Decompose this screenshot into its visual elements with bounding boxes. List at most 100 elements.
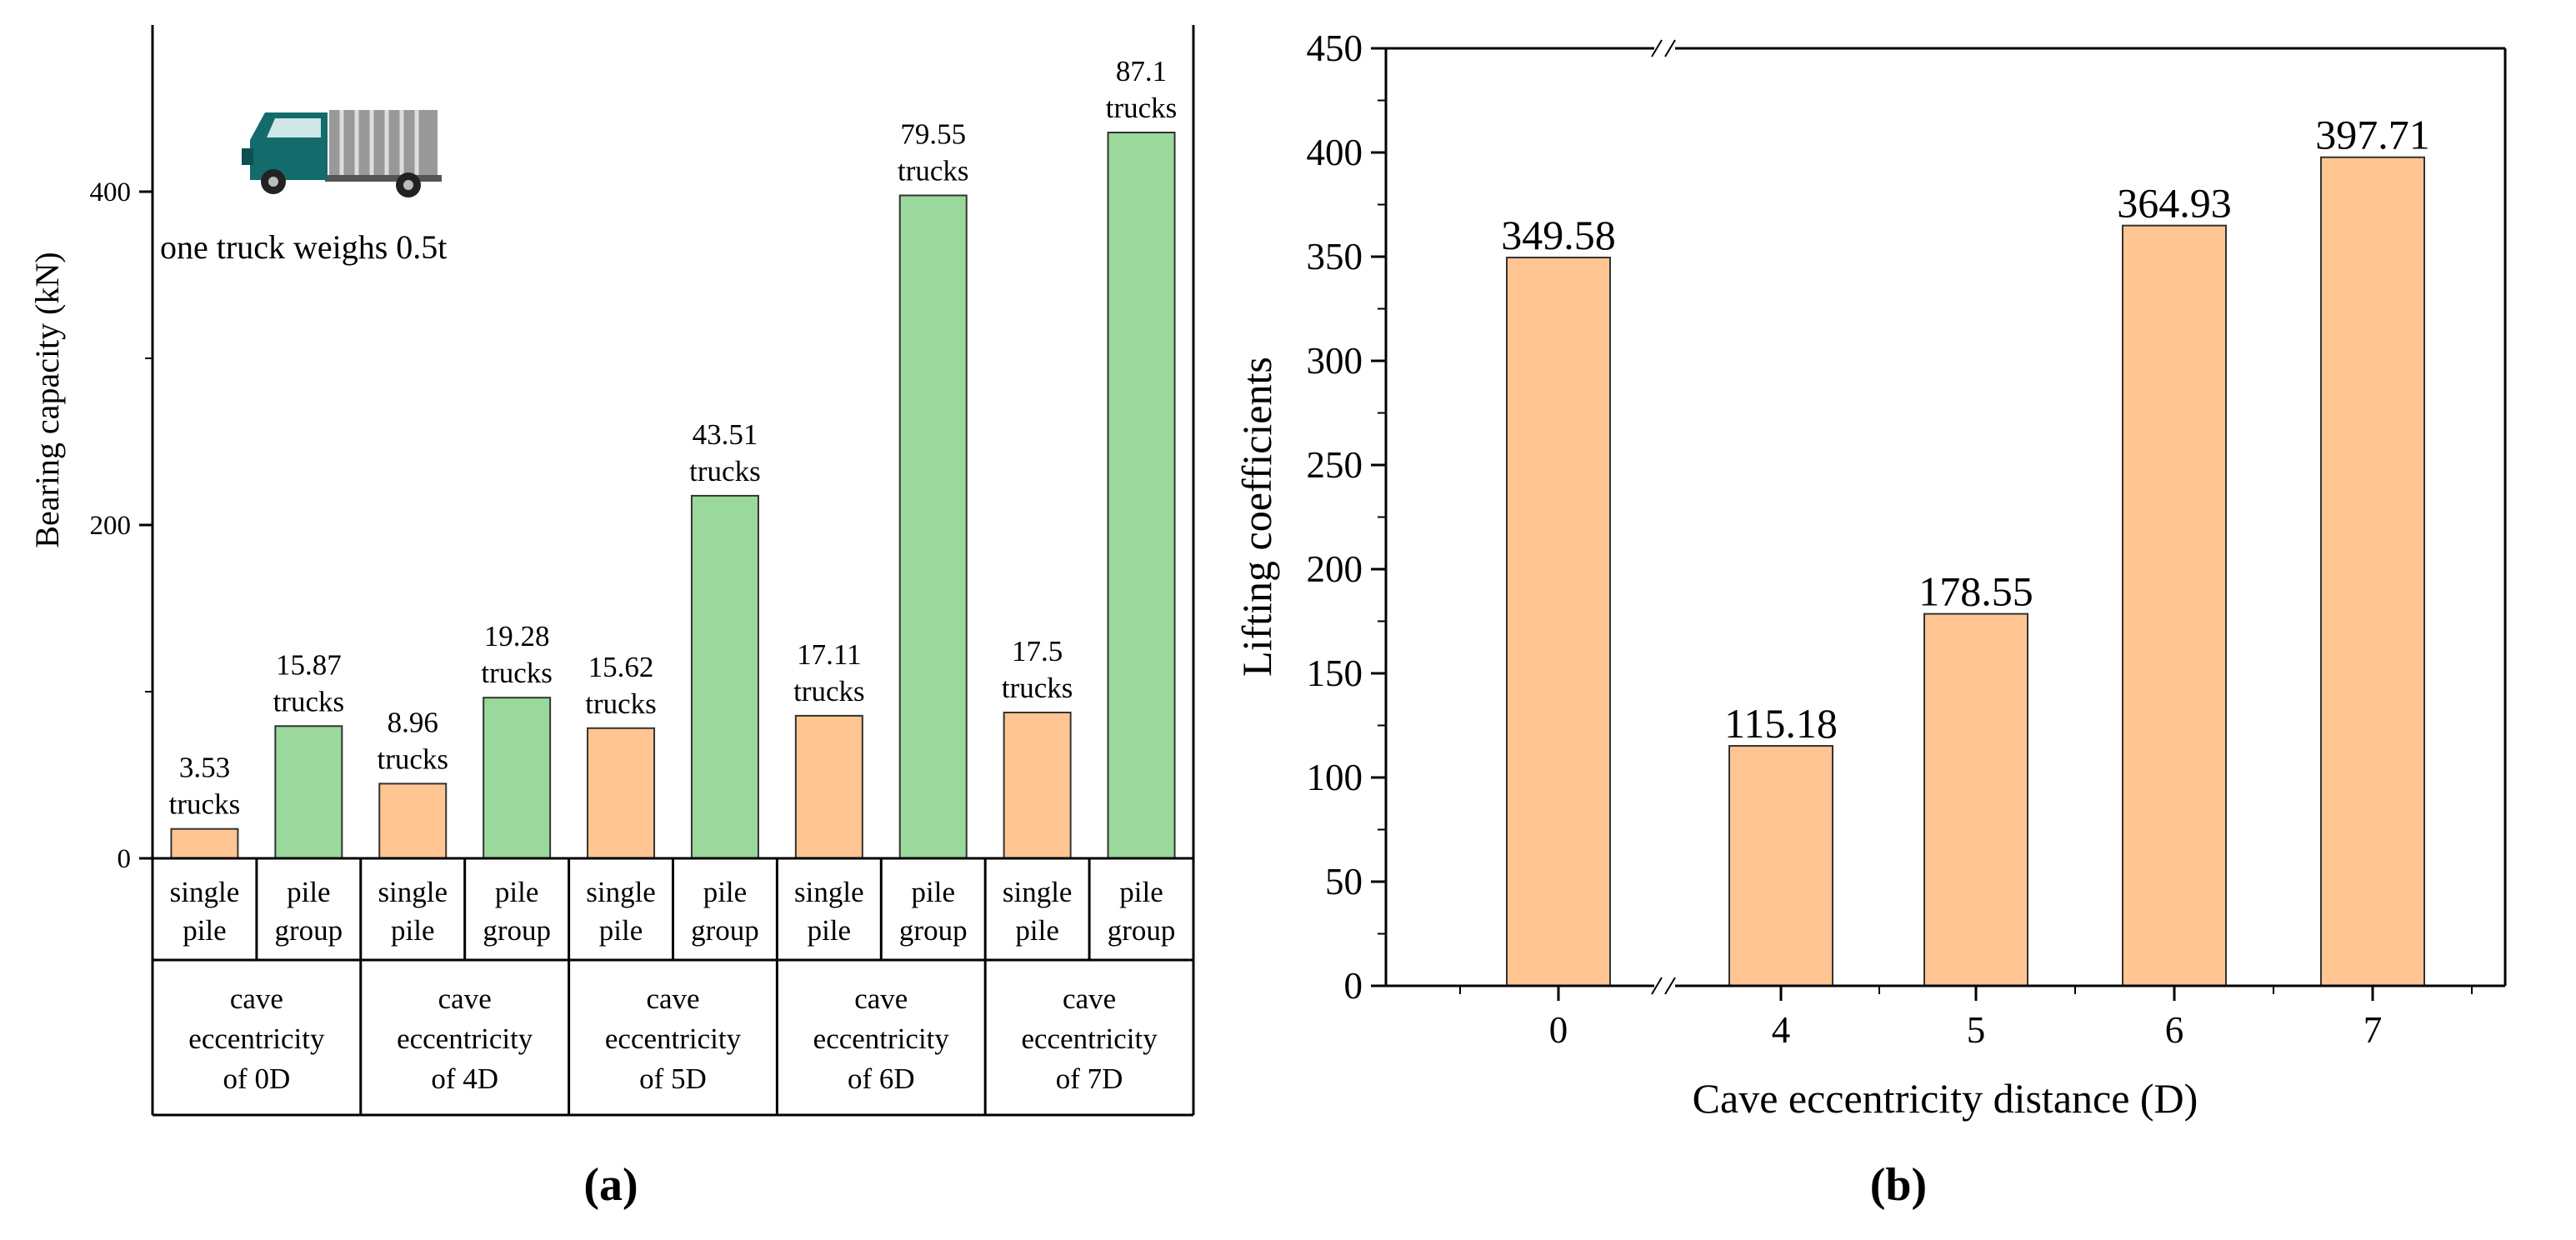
subcategory-label: group bbox=[899, 914, 968, 947]
panel-a-bar-labels: 3.53 trucks 15.87 trucks 8.96 trucks 19.28 truc… bbox=[169, 55, 1178, 821]
group-label: of 5D bbox=[639, 1062, 707, 1095]
group-label: cave bbox=[230, 982, 283, 1015]
panel-b-y-tick-label: 100 bbox=[1307, 757, 1363, 798]
panel-b-y-tick-label: 400 bbox=[1307, 132, 1363, 173]
group-label: eccentricity bbox=[397, 1022, 533, 1055]
subcategory-label: pile bbox=[912, 876, 955, 908]
panel-a-y-axis-label: Bearing capacity (kN) bbox=[28, 252, 66, 548]
panel-a-y-tick-label: 200 bbox=[90, 511, 132, 541]
panel-b-y-tick-label: 0 bbox=[1344, 965, 1363, 1007]
subcategory-label: pile bbox=[703, 876, 747, 908]
bar-single-pile bbox=[378, 782, 448, 860]
bar-value-label: 178.55 bbox=[1918, 568, 2033, 615]
panel-b-y-tick-label: 150 bbox=[1307, 652, 1363, 694]
panel-a-y-ticks: 0 200 400 bbox=[90, 178, 153, 874]
panel-b-y-tick-label: 250 bbox=[1307, 444, 1363, 486]
bar-lifting-coefficient bbox=[1923, 612, 2028, 987]
group-label: of 7D bbox=[1056, 1062, 1123, 1095]
panel-b-x-tick-label: 0 bbox=[1549, 1009, 1568, 1051]
bar-unit-label: trucks bbox=[585, 688, 657, 720]
panel-a-label: (a) bbox=[583, 1159, 638, 1211]
bar-value-label: 3.53 bbox=[179, 752, 230, 784]
bar-value-label: 43.51 bbox=[693, 418, 758, 451]
bar-value-label: 17.11 bbox=[797, 638, 861, 671]
group-label: cave bbox=[1063, 982, 1116, 1015]
panel-a: 3.53 trucks 15.87 trucks 8.96 trucks 19.28 truc… bbox=[28, 25, 1195, 1211]
group-label: eccentricity bbox=[188, 1022, 325, 1055]
subcategory-label: group bbox=[1108, 914, 1176, 947]
panel-b-bar-labels: 349.58 115.18 178.55 364.93 397.71 bbox=[1501, 112, 2430, 747]
bar-unit-label: trucks bbox=[898, 155, 969, 188]
bar-pile-group bbox=[483, 697, 552, 860]
panel-b-y-tick-label: 50 bbox=[1325, 861, 1363, 902]
panel-b-y-tick-label: 450 bbox=[1307, 28, 1363, 69]
panel-b-x-ticks: 0 4 5 6 7 bbox=[1459, 986, 2473, 1051]
group-label: of 6D bbox=[848, 1062, 915, 1095]
group-label: eccentricity bbox=[813, 1022, 950, 1055]
group-label: eccentricity bbox=[605, 1022, 742, 1055]
subcategory-label: pile bbox=[287, 876, 330, 908]
panel-b-x-axis-label: Cave eccentricity distance (D) bbox=[1693, 1075, 2198, 1122]
bar-pile-group bbox=[274, 725, 343, 859]
panel-a-bars bbox=[170, 132, 1176, 860]
bar-single-pile bbox=[170, 828, 239, 860]
group-label: of 0D bbox=[223, 1062, 291, 1095]
bar-value-label: 87.1 bbox=[1116, 55, 1167, 88]
axis-break-bottom bbox=[1651, 977, 1676, 995]
panel-a-y-tick-label: 0 bbox=[118, 844, 132, 874]
bar-value-label: 8.96 bbox=[388, 706, 438, 738]
truck-icon bbox=[242, 110, 442, 198]
bar-unit-label: trucks bbox=[793, 675, 865, 708]
subcategory-label: single bbox=[170, 876, 240, 908]
bar-value-label: 17.5 bbox=[1012, 635, 1063, 668]
axis-break-top bbox=[1651, 39, 1676, 58]
bar-lifting-coefficient bbox=[1506, 257, 1611, 987]
panel-b-y-tick-label: 350 bbox=[1307, 236, 1363, 278]
bar-value-label: 79.55 bbox=[900, 118, 966, 151]
bar-value-label: 364.93 bbox=[2117, 180, 2232, 227]
subcategory-label: pile bbox=[1015, 914, 1058, 947]
panel-b-y-tick-label: 200 bbox=[1307, 548, 1363, 590]
subcategory-label: pile bbox=[808, 914, 851, 947]
group-label: eccentricity bbox=[1021, 1022, 1158, 1055]
subcategory-label: single bbox=[1003, 876, 1073, 908]
subcategory-label: single bbox=[378, 876, 448, 908]
panel-b-label: (b) bbox=[1870, 1159, 1927, 1211]
panel-a-note: one truck weighs 0.5t bbox=[160, 228, 447, 266]
bar-unit-label: trucks bbox=[169, 788, 241, 821]
panel-b-x-tick-label: 4 bbox=[1772, 1009, 1791, 1051]
bar-unit-label: trucks bbox=[1002, 672, 1073, 704]
panel-b-x-tick-label: 5 bbox=[1967, 1009, 1986, 1051]
group-label: cave bbox=[854, 982, 908, 1015]
bar-unit-label: trucks bbox=[481, 657, 553, 689]
bar-unit-label: trucks bbox=[1106, 92, 1178, 124]
bar-value-label: 15.62 bbox=[588, 651, 654, 683]
bar-value-label: 15.87 bbox=[276, 648, 342, 681]
panel-b-y-axis-label: Lifting coefficients bbox=[1233, 357, 1280, 677]
subcategory-label: pile bbox=[599, 914, 643, 947]
bar-lifting-coefficient bbox=[2320, 156, 2425, 988]
panel-b-y-tick-label: 300 bbox=[1307, 340, 1363, 382]
subcategory-label: pile bbox=[495, 876, 538, 908]
bar-value-label: 349.58 bbox=[1501, 212, 1616, 258]
subcategory-label: pile bbox=[391, 914, 434, 947]
subcategory-label: single bbox=[586, 876, 656, 908]
bar-pile-group bbox=[690, 494, 759, 860]
bar-value-label: 19.28 bbox=[484, 620, 550, 652]
bar-single-pile bbox=[794, 714, 863, 860]
bar-pile-group bbox=[898, 194, 968, 859]
panel-b-bars bbox=[1506, 156, 2425, 988]
subcategory-label: pile bbox=[183, 914, 226, 947]
bar-value-label: 115.18 bbox=[1724, 700, 1838, 747]
subcategory-label: pile bbox=[1119, 876, 1163, 908]
bar-lifting-coefficient bbox=[1728, 745, 1833, 987]
panel-a-category-table: single pile pile group cave eccentricity of 0D… bbox=[170, 858, 1176, 1115]
subcategory-label: group bbox=[275, 914, 343, 947]
bar-unit-label: trucks bbox=[273, 685, 345, 718]
bar-unit-label: trucks bbox=[689, 455, 761, 488]
panel-b-x-tick-label: 6 bbox=[2165, 1009, 2184, 1051]
bar-lifting-coefficient bbox=[2122, 224, 2227, 987]
bar-single-pile bbox=[1003, 712, 1072, 859]
group-label: cave bbox=[438, 982, 492, 1015]
